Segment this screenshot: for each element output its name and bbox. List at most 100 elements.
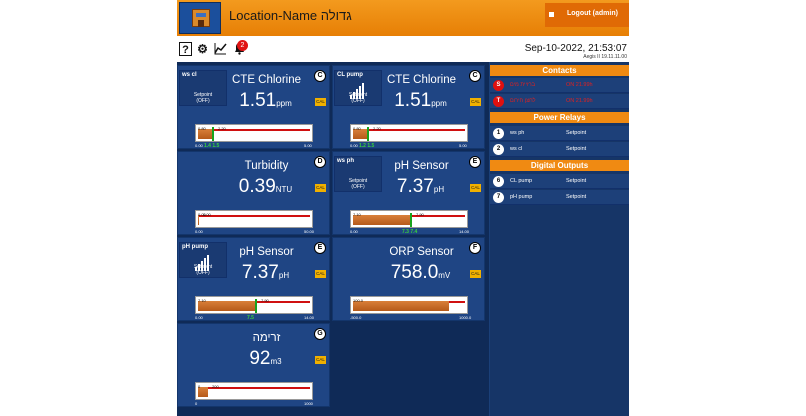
- logout-label: Logout (admin): [567, 10, 618, 17]
- sensor-tile[interactable]: ws ph Setpoint (OFF) pH Sensor 7.37pH E CAL 7.1…: [332, 151, 485, 235]
- gauge-marker-label: 7.5: [247, 315, 254, 321]
- sensor-tile[interactable]: CL pump Setpoint (OFF) CTE Chlorine 1.51ppm C…: [332, 65, 485, 149]
- header-bar: Location-Name גדולה Logout (admin): [177, 0, 629, 36]
- output-id-badge: 7: [493, 192, 504, 203]
- output-id-badge: 6: [493, 176, 504, 187]
- building-icon: [192, 9, 210, 27]
- setpoint-badge[interactable]: ws cl Setpoint (OFF): [179, 70, 227, 106]
- version-label: Aegis II 19.11.11.00: [583, 54, 627, 60]
- setpoint-badge[interactable]: ws ph Setpoint (OFF): [334, 156, 382, 192]
- relay-state: Setpoint: [566, 146, 587, 152]
- gauge-marker: [255, 299, 257, 313]
- output-state: Setpoint: [566, 194, 587, 200]
- calibrate-button[interactable]: CAL: [470, 98, 481, 106]
- sensor-unit: pH: [278, 271, 290, 280]
- setpoint-badge[interactable]: pH pump Setpoint (OFF): [179, 242, 227, 278]
- gauge-range-line: [412, 215, 465, 217]
- badge-title: CL pump: [337, 72, 363, 78]
- contact-name: לחצן חירום: [510, 98, 536, 104]
- logout-button[interactable]: Logout (admin): [545, 3, 629, 27]
- channel-letter-badge[interactable]: F: [469, 242, 481, 254]
- gauge-low-limit: 0: [198, 384, 201, 389]
- sensor-tile[interactable]: ws cl Setpoint (OFF) CTE Chlorine 1.51ppm C CA…: [177, 65, 330, 149]
- sensor-name: pH Sensor: [394, 160, 449, 172]
- output-row[interactable]: 7 pH pump Setpoint: [490, 190, 629, 205]
- contact-row[interactable]: S ברזיית מים ON 21.99h: [490, 78, 629, 93]
- level-gauge: 0.80 2.20 1.4 1.5: [195, 124, 313, 149]
- status-panel: Contacts S ברזיית מים ON 21.99h T לחצן ח…: [490, 62, 629, 416]
- gauge-min: -500.0: [350, 315, 362, 320]
- gauge-low-limit: 0.80: [198, 126, 206, 131]
- gauge-min: 0: [195, 401, 198, 406]
- gauge-marker: [212, 127, 214, 141]
- sensor-unit: ppm: [276, 99, 292, 108]
- contact-row[interactable]: T לחצן חירום ON 21.99h: [490, 94, 629, 109]
- gauge-high-limit: 200: [212, 384, 219, 389]
- sensor-name: pH Sensor: [239, 246, 294, 258]
- badge-title: ws ph: [337, 158, 355, 164]
- gauge-high-limit: 7.90: [416, 212, 424, 217]
- gauge-low-limit: 7.10: [353, 212, 361, 217]
- sensor-tile[interactable]: pH pump Setpoint (OFF) pH Sensor 7.37pH E CAL 7…: [177, 237, 330, 321]
- channel-letter-badge[interactable]: D: [314, 156, 326, 168]
- channel-letter-badge[interactable]: C: [314, 70, 326, 82]
- output-row[interactable]: 6 CL pump Setpoint: [490, 174, 629, 189]
- sensor-name: ORP Sensor: [389, 246, 454, 258]
- channel-letter-badge[interactable]: E: [314, 242, 326, 254]
- help-icon[interactable]: ?: [179, 42, 192, 56]
- output-name: CL pump: [510, 178, 533, 184]
- relay-row[interactable]: 1 ws ph Setpoint: [490, 126, 629, 141]
- gauge-range-line: [257, 301, 310, 303]
- gauge-low-limit: 0.80: [353, 126, 361, 131]
- gauge-fill: [198, 387, 208, 397]
- sensor-tile[interactable]: ORP Sensor 758.0mV F CAL 100.0 -500.0 1000.0: [332, 237, 485, 321]
- gauge-high-limit: 1.00: [203, 212, 211, 217]
- gauge-range-line: [214, 129, 310, 131]
- gauge-marker-label: 1.4 1.5: [204, 143, 220, 149]
- calibrate-button[interactable]: CAL: [315, 98, 326, 106]
- calibrate-button[interactable]: CAL: [315, 270, 326, 278]
- trend-chart-icon[interactable]: [214, 42, 227, 56]
- channel-letter-badge[interactable]: E: [469, 156, 481, 168]
- digital-outputs-header: Digital Outputs: [490, 160, 629, 171]
- gauge-max: 1000: [304, 401, 313, 406]
- sensor-name: CTE Chlorine: [231, 74, 302, 86]
- sensor-value: 1.51ppm: [394, 90, 447, 111]
- channel-letter-badge[interactable]: G: [314, 328, 326, 340]
- gauge-low-limit: 7.10: [198, 298, 206, 303]
- calibrate-button[interactable]: CAL: [470, 270, 481, 278]
- sensor-value: 0.39NTU: [238, 176, 293, 197]
- company-logo[interactable]: [179, 2, 221, 34]
- relay-id-badge: 2: [493, 144, 504, 155]
- gauge-marker-label: 7.3 7.4: [402, 229, 418, 235]
- level-gauge: 7.10 7.90 7.5: [195, 296, 313, 321]
- channel-letter-badge[interactable]: C: [469, 70, 481, 82]
- sensor-grid: ws cl Setpoint (OFF) CTE Chlorine 1.51ppm C CA…: [177, 62, 489, 416]
- calibrate-button[interactable]: CAL: [470, 184, 481, 192]
- gauge-min: 0.00: [195, 315, 203, 320]
- gauge-fill: [198, 301, 257, 311]
- gauge-min: 0.00: [350, 229, 358, 234]
- relay-row[interactable]: 2 ws cl Setpoint: [490, 142, 629, 157]
- setpoint-badge[interactable]: CL pump Setpoint (OFF): [334, 70, 382, 106]
- sensor-tile[interactable]: זרימה 92m3 G CAL 0 200 0 1000: [177, 323, 330, 407]
- gauge-fill: [353, 215, 412, 225]
- gear-icon[interactable]: ⚙: [197, 42, 208, 56]
- gauge-fill: [353, 129, 369, 139]
- gauge-max: 14.00: [304, 315, 315, 320]
- gauge-max: 1000.0: [459, 315, 472, 320]
- gauge-min: 0.00: [195, 229, 203, 234]
- contact-id-badge: S: [493, 80, 504, 91]
- sensor-value: 758.0mV: [390, 262, 451, 283]
- gauge-fill: [353, 301, 449, 311]
- gauge-low-limit: 0.00: [198, 212, 206, 217]
- contacts-header: Contacts: [490, 65, 629, 76]
- output-name: pH pump: [510, 194, 533, 200]
- gauge-min: 0.00: [195, 143, 203, 148]
- sensor-unit: ppm: [431, 99, 447, 108]
- calibrate-button[interactable]: CAL: [315, 356, 326, 364]
- sensor-unit: NTU: [275, 185, 293, 194]
- notification-badge[interactable]: 2: [237, 40, 248, 51]
- sensor-tile[interactable]: Turbidity 0.39NTU D CAL 0.00 1.00 0.00 50.00: [177, 151, 330, 235]
- calibrate-button[interactable]: CAL: [315, 184, 326, 192]
